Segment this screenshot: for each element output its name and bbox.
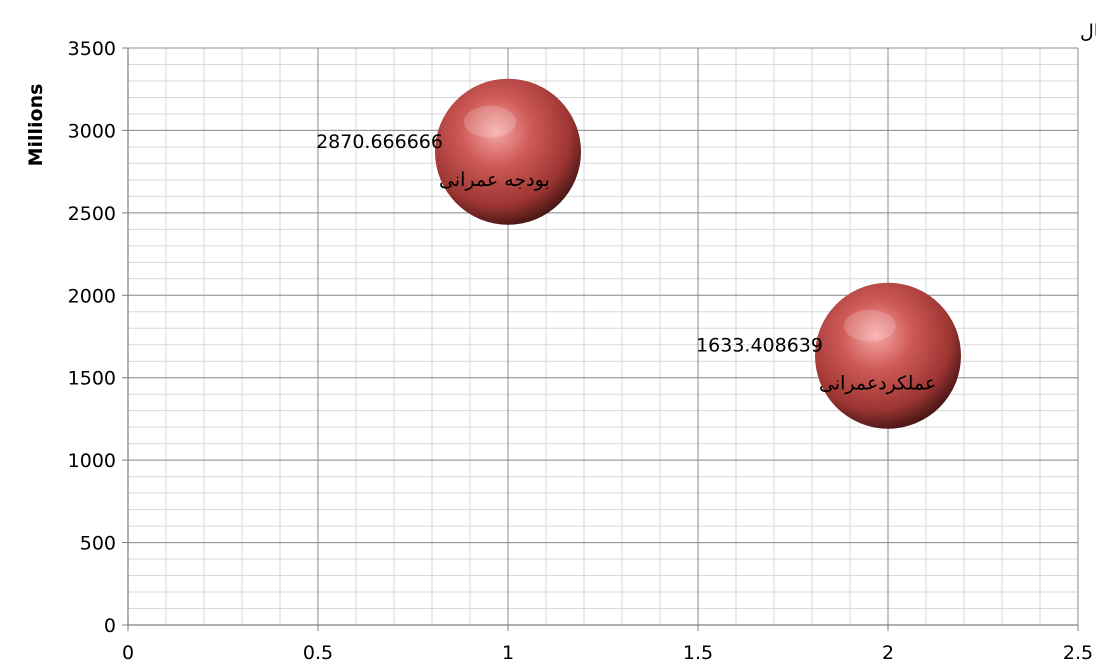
- x-tick-label: 0: [122, 642, 134, 664]
- y-tick-label: 2500: [68, 203, 116, 225]
- tick-labels: 0 0.5 1 1.5 2 2.5 0 500 1000 1500 2000 2500 3000 3500: [68, 38, 1093, 664]
- y-tick-label: 1500: [68, 368, 116, 390]
- y-tick-label: 500: [80, 533, 116, 555]
- bubble-point: [435, 78, 581, 225]
- y-axis-label: Millions: [25, 84, 47, 167]
- data-label-value: 1633.408639: [696, 335, 823, 357]
- y-tick-label: 1000: [68, 450, 116, 472]
- bubble-highlight: [464, 105, 516, 138]
- x-tick-label: 2: [882, 642, 894, 664]
- data-label-name: عملکردعمرانی: [819, 373, 936, 395]
- y-tick-label: 2000: [68, 285, 116, 307]
- x-tick-label: 1: [502, 642, 514, 664]
- unit-note: ارقام به هزار ریال: [1080, 21, 1096, 43]
- y-tick-label: 3500: [68, 38, 116, 60]
- x-tick-label: 2.5: [1063, 642, 1093, 664]
- bubble-highlight: [844, 309, 896, 342]
- data-label-name: بودجه عمرانی: [439, 169, 550, 191]
- data-points: 2870.666666 بودجه عمرانی 1633.408639 عملکرد…: [316, 78, 961, 429]
- bubble-point: [815, 282, 961, 429]
- data-label-value: 2870.666666: [316, 131, 443, 153]
- x-tick-label: 0.5: [303, 642, 333, 664]
- y-tick-label: 0: [104, 615, 116, 637]
- x-tick-label: 1.5: [683, 642, 713, 664]
- y-tick-label: 3000: [68, 120, 116, 142]
